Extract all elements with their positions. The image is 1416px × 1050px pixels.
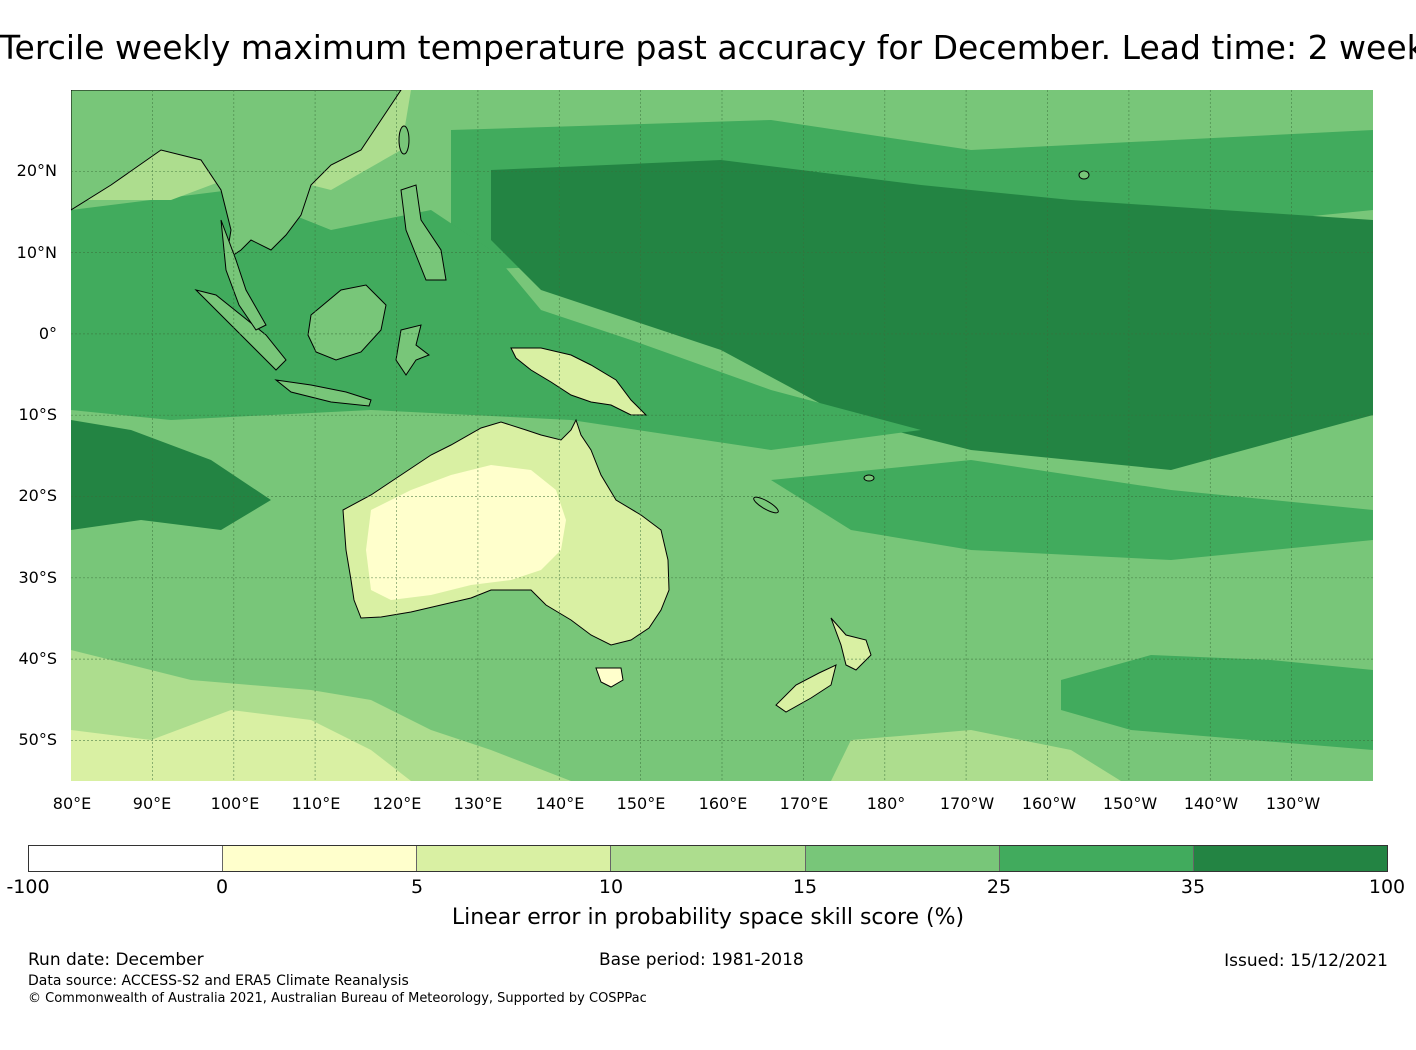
hawaii-island bbox=[1078, 170, 1090, 180]
lon-label-120e: 120°E bbox=[372, 794, 422, 813]
gridlines bbox=[71, 90, 1373, 781]
new-caledonia bbox=[753, 496, 779, 514]
colorbar-segment bbox=[417, 846, 612, 871]
southern-ocean-pale bbox=[71, 710, 411, 781]
copyright: © Commonwealth of Australia 2021, Austra… bbox=[28, 991, 647, 1006]
colorbar-segment bbox=[999, 846, 1194, 871]
lat-label-10s: 10°S bbox=[18, 405, 57, 424]
lon-label-170e: 170°E bbox=[779, 794, 829, 813]
colorbar-segment bbox=[223, 846, 418, 871]
tasmania bbox=[595, 667, 624, 688]
lon-label-80e: 80°E bbox=[52, 794, 92, 813]
lon-label-180: 180° bbox=[866, 794, 906, 813]
lat-label-20s: 20°S bbox=[18, 486, 57, 505]
issued-date: Issued: 15/12/2021 bbox=[1224, 951, 1388, 971]
colorbar-tick: 0 bbox=[215, 876, 229, 898]
colorbar bbox=[28, 845, 1388, 872]
lat-label-10n: 10°N bbox=[16, 243, 57, 262]
philippines bbox=[400, 184, 447, 281]
lat-label-0: 0° bbox=[38, 324, 57, 343]
chart-title: Tercile weekly maximum temperature past … bbox=[0, 28, 1416, 67]
new-zealand-south bbox=[775, 664, 837, 713]
colorbar-segment bbox=[611, 846, 806, 871]
lon-label-130e: 130°E bbox=[453, 794, 503, 813]
lon-label-100e: 100°E bbox=[210, 794, 260, 813]
taiwan bbox=[398, 125, 410, 155]
lon-label-160w: 160°W bbox=[1021, 794, 1077, 813]
lat-label-50s: 50°S bbox=[18, 730, 57, 749]
colorbar-tick: 5 bbox=[410, 876, 424, 898]
sulawesi bbox=[395, 324, 431, 376]
malay-peninsula bbox=[220, 219, 267, 331]
sumatra bbox=[194, 289, 287, 371]
new-zealand-north bbox=[830, 617, 872, 671]
se-asia-mainland bbox=[71, 90, 402, 262]
lon-label-160e: 160°E bbox=[698, 794, 748, 813]
colorbar-label: Linear error in probability space skill … bbox=[451, 905, 965, 930]
south-pacific-band bbox=[771, 460, 1373, 560]
lat-label-30s: 30°S bbox=[18, 568, 57, 587]
data-source: Data source: ACCESS-S2 and ERA5 Climate … bbox=[28, 973, 409, 989]
southern-ocean-east-light bbox=[831, 730, 1121, 781]
fiji-island bbox=[863, 474, 875, 482]
australia-interior bbox=[366, 465, 566, 600]
lat-label-20n: 20°N bbox=[16, 161, 57, 180]
indian-ocean-band bbox=[71, 420, 271, 530]
lon-label-140w: 140°W bbox=[1183, 794, 1239, 813]
lon-label-170w: 170°W bbox=[939, 794, 995, 813]
colorbar-segment bbox=[805, 846, 1000, 871]
lon-label-140e: 140°E bbox=[535, 794, 585, 813]
southeast-pacific-patch bbox=[1061, 655, 1373, 750]
lat-label-40s: 40°S bbox=[18, 649, 57, 668]
colorbar-tick: 10 bbox=[598, 876, 624, 898]
run-date: Run date: December bbox=[28, 950, 204, 970]
colorbar-tick: 25 bbox=[986, 876, 1012, 898]
lon-label-150w: 150°W bbox=[1102, 794, 1158, 813]
lon-label-130w: 130°W bbox=[1265, 794, 1321, 813]
lon-label-150e: 150°E bbox=[616, 794, 666, 813]
skill-map-svg bbox=[71, 90, 1373, 781]
base-period: Base period: 1981-2018 bbox=[599, 950, 804, 970]
colorbar-segment bbox=[1193, 846, 1387, 871]
colorbar-tick: 100 bbox=[1368, 876, 1406, 898]
colorbar-tick: 15 bbox=[792, 876, 818, 898]
equatorial-band bbox=[491, 160, 1373, 470]
borneo bbox=[307, 284, 387, 361]
java bbox=[274, 379, 372, 407]
colorbar-tick: -100 bbox=[6, 876, 50, 898]
colorbar-tick: 35 bbox=[1180, 876, 1206, 898]
lon-label-110e: 110°E bbox=[291, 794, 341, 813]
colorbar-segment bbox=[29, 846, 224, 871]
lon-label-90e: 90°E bbox=[132, 794, 172, 813]
skill-map bbox=[71, 90, 1373, 781]
